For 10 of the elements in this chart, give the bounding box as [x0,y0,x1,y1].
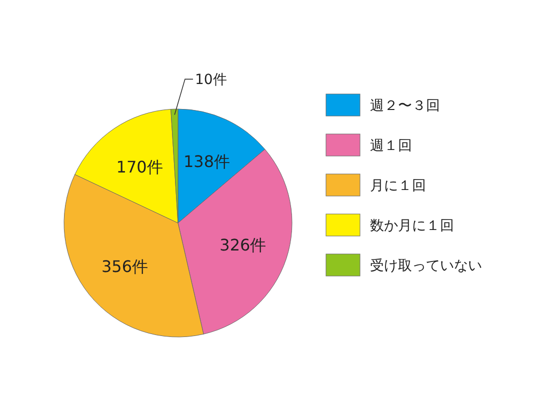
legend-label: 週１回 [370,138,412,154]
data-label: 356件 [101,256,148,276]
legend-label: 数か月に１回 [370,218,454,234]
data-label: 170件 [116,157,163,176]
legend-label: 月に１回 [370,178,426,194]
data-label: 10件 [194,72,227,88]
legend-label: 受け取っていない [370,258,482,274]
data-label: 138件 [183,152,230,171]
data-label: 326件 [220,236,266,255]
legend-label: 週２〜３回 [370,98,440,114]
